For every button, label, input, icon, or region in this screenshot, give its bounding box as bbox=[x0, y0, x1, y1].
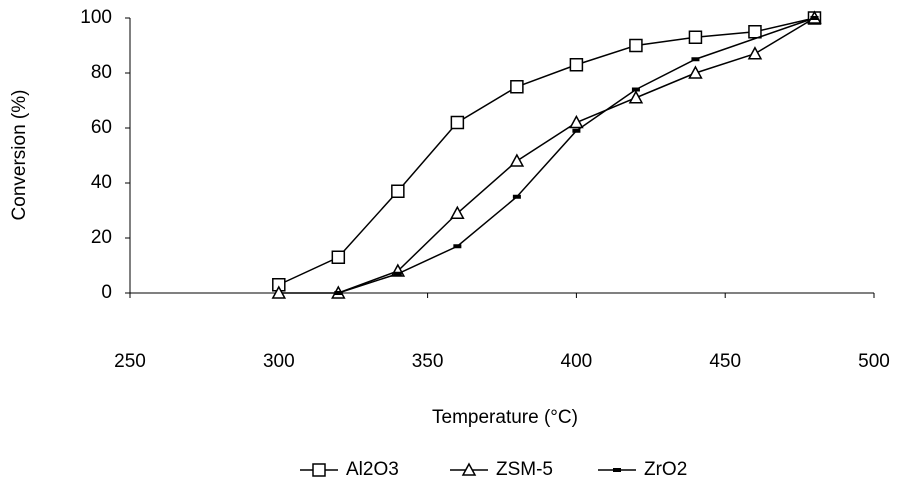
marker bbox=[572, 128, 581, 133]
x-tick-label: 500 bbox=[858, 351, 890, 372]
marker bbox=[747, 46, 763, 60]
marker bbox=[688, 65, 703, 79]
marker bbox=[509, 153, 525, 167]
marker bbox=[510, 80, 524, 94]
x-axis-label: Temperature (°C) bbox=[432, 407, 578, 428]
legend-label: ZSM-5 bbox=[496, 459, 553, 480]
legend-label: Al2O3 bbox=[346, 459, 399, 480]
marker bbox=[631, 87, 640, 92]
marker bbox=[691, 57, 700, 62]
y-tick-label: 60 bbox=[91, 117, 112, 138]
series-line bbox=[278, 17, 815, 286]
series-line bbox=[278, 17, 815, 294]
marker bbox=[628, 90, 644, 104]
x-tick-label: 350 bbox=[412, 351, 444, 372]
marker bbox=[810, 16, 819, 20]
y-tick-label: 80 bbox=[91, 62, 112, 83]
legend-label: ZrO2 bbox=[644, 459, 687, 480]
legend-marker bbox=[461, 462, 477, 476]
y-axis-label: Conversion (%) bbox=[9, 90, 30, 221]
series-line bbox=[338, 17, 815, 294]
x-tick-label: 250 bbox=[114, 351, 146, 372]
x-tick-label: 400 bbox=[561, 351, 593, 372]
y-tick-label: 40 bbox=[91, 172, 112, 193]
marker bbox=[393, 271, 402, 276]
y-tick-label: 0 bbox=[101, 282, 112, 303]
marker bbox=[331, 250, 346, 264]
y-tick-label: 20 bbox=[91, 227, 112, 248]
x-tick-label: 300 bbox=[263, 351, 295, 372]
legend-marker bbox=[312, 463, 326, 477]
legend-marker bbox=[613, 468, 621, 472]
marker bbox=[748, 25, 762, 39]
marker bbox=[453, 244, 462, 249]
x-tick-label: 450 bbox=[709, 351, 741, 372]
y-tick-label: 100 bbox=[80, 7, 112, 28]
marker bbox=[629, 38, 643, 53]
marker bbox=[450, 115, 465, 130]
marker bbox=[569, 114, 584, 129]
marker bbox=[512, 194, 521, 199]
marker bbox=[271, 285, 287, 299]
marker bbox=[334, 291, 343, 295]
marker bbox=[688, 30, 703, 44]
marker bbox=[391, 184, 405, 198]
marker bbox=[450, 205, 465, 219]
marker bbox=[569, 58, 584, 72]
